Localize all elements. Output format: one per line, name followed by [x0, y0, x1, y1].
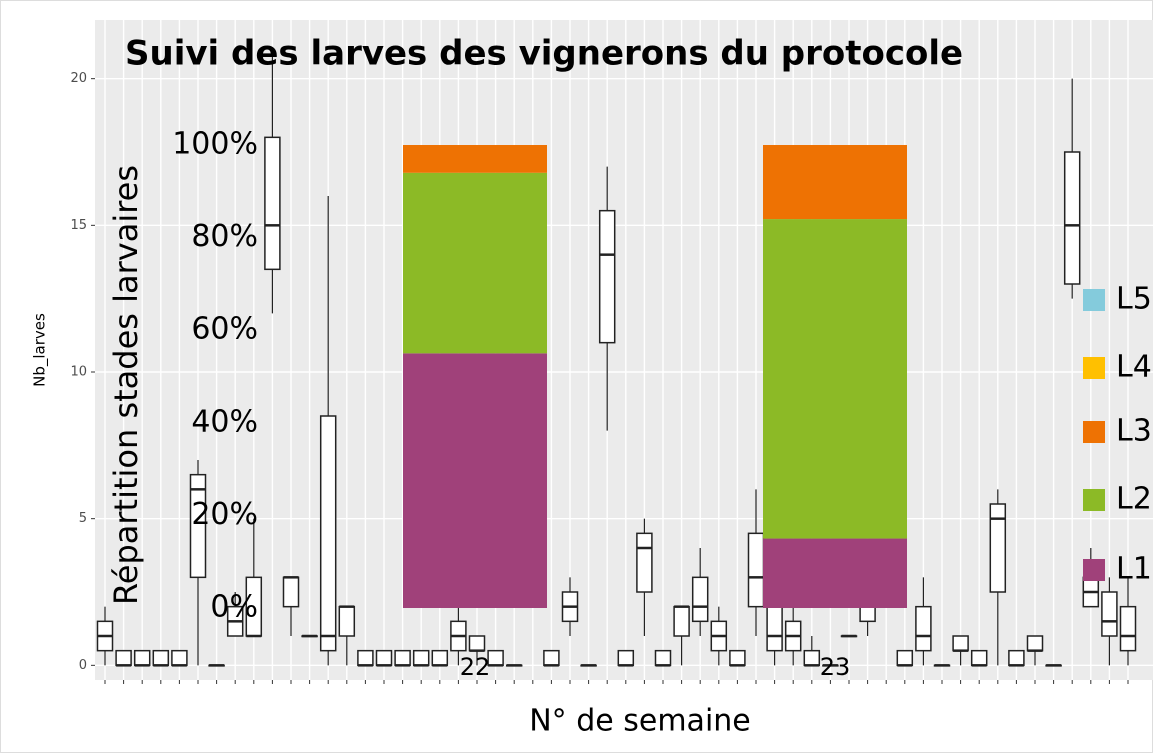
box: [729, 649, 746, 667]
box: [338, 605, 356, 637]
box: [654, 649, 672, 667]
y-axis-label: Répartition stades larvaires: [107, 165, 145, 605]
bar-segment: [403, 172, 547, 354]
box: [171, 649, 188, 667]
box: [1119, 605, 1137, 652]
box: [970, 649, 988, 667]
box: [394, 649, 411, 667]
y-tick-label: 80%: [191, 219, 258, 254]
legend-label: L3: [1116, 414, 1152, 449]
legend-label: L1: [1116, 552, 1152, 587]
bar-segment: [763, 219, 907, 539]
y-tick-label: 100%: [172, 127, 258, 162]
box: [691, 576, 709, 623]
box: [152, 649, 170, 667]
y-axis-label: Nb_larves: [31, 313, 50, 387]
legend-swatch: [1083, 489, 1105, 511]
box: [598, 209, 616, 344]
x-tick-label: 22: [460, 653, 491, 681]
chart-title: Suivi des larves des vignerons du protoc…: [125, 34, 963, 74]
box: [896, 649, 914, 667]
box: [282, 576, 300, 608]
bar-segment: [763, 145, 907, 220]
box: [264, 136, 281, 271]
legend-label: L5: [1116, 282, 1152, 317]
y-tick-label: 0%: [210, 590, 258, 625]
y-tick-label: 10: [70, 365, 87, 380]
box: [803, 649, 821, 667]
box: [952, 635, 969, 652]
box: [915, 605, 932, 652]
x-axis-label: N° de semaine: [529, 704, 751, 739]
box: [543, 649, 560, 667]
legend-label: L2: [1116, 482, 1152, 517]
y-tick-label: 60%: [191, 312, 258, 347]
legend-label: L4: [1116, 350, 1152, 385]
box: [189, 473, 207, 579]
y-tick-label: 15: [70, 218, 87, 233]
box: [859, 605, 876, 623]
box: [319, 415, 337, 652]
box: [468, 635, 486, 652]
box: [673, 605, 690, 637]
box: [989, 503, 1007, 593]
box: [357, 649, 374, 667]
box: [133, 649, 151, 667]
box: [1063, 151, 1081, 285]
y-tick-label: 5: [79, 511, 87, 526]
box: [412, 649, 430, 667]
bar-segment: [763, 538, 907, 608]
box: [1026, 635, 1044, 652]
legend-swatch: [1083, 421, 1105, 443]
box: [636, 532, 653, 593]
legend-swatch: [1083, 357, 1105, 379]
legend-swatch: [1083, 559, 1105, 581]
box: [487, 649, 504, 667]
box: [617, 649, 635, 667]
box: [766, 605, 783, 652]
y-tick-label: 20: [70, 71, 87, 86]
y-tick-label: 20%: [191, 497, 258, 532]
y-tick-label: 40%: [191, 404, 258, 439]
box: [375, 649, 393, 667]
plot-panel: [95, 20, 1153, 680]
y-tick-label: 0: [79, 658, 87, 673]
legend-swatch: [1083, 289, 1105, 311]
box: [115, 649, 132, 667]
box: [1008, 649, 1025, 667]
x-tick-label: 23: [820, 653, 851, 681]
box: [747, 532, 765, 608]
box: [1101, 591, 1118, 637]
box: [431, 649, 449, 667]
bar-segment: [403, 353, 547, 608]
bar-segment: [403, 145, 547, 173]
